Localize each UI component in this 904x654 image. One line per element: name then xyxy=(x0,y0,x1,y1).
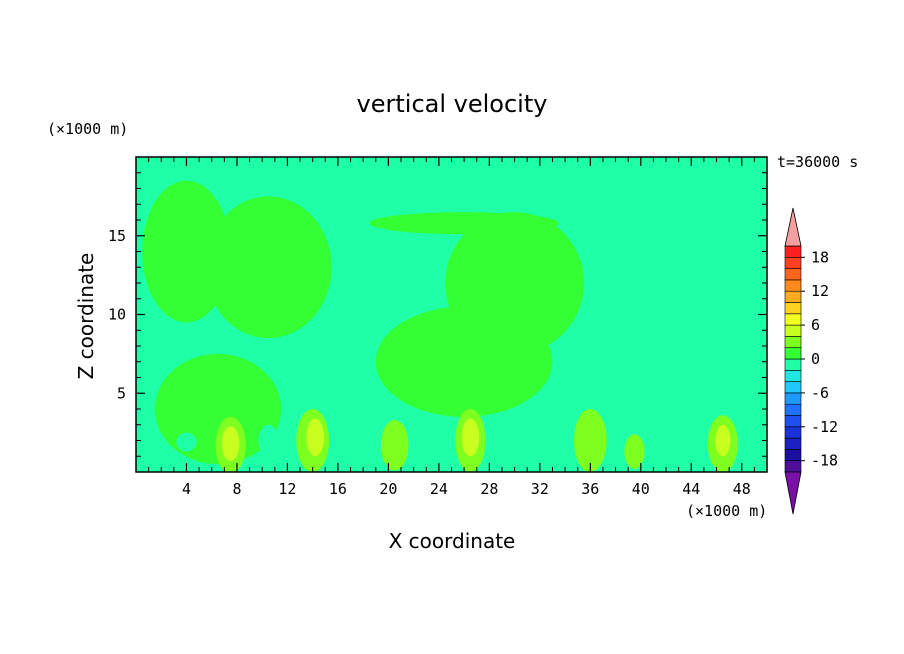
colorbar-swatch xyxy=(784,279,802,292)
x-tick-label: 28 xyxy=(480,480,498,498)
colorbar-over-arrow xyxy=(784,207,802,247)
contour-cell xyxy=(380,420,409,471)
contour-cell xyxy=(306,418,325,457)
colorbar-swatch xyxy=(784,369,802,382)
colorbar-swatch xyxy=(784,403,802,416)
y-tick-label: 5 xyxy=(117,384,126,402)
x-axis-ticks: 4 8 12 16 20 24 28 32 36 40 44 48 xyxy=(148,157,755,498)
colorbar-swatch xyxy=(784,381,802,394)
contour-cell xyxy=(715,424,731,457)
chart-title: vertical velocity xyxy=(357,90,548,118)
colorbar-under-arrow xyxy=(784,471,802,515)
x-tick-label: 36 xyxy=(581,480,599,498)
colorbar-swatch xyxy=(784,302,802,315)
x-tick-label: 48 xyxy=(733,480,751,498)
x-tick-label: 8 xyxy=(232,480,241,498)
x-unit-label: (×1000 m) xyxy=(686,502,767,520)
contour-fills xyxy=(142,180,738,472)
colorbar-swatch xyxy=(784,324,802,337)
y-axis-label: Z coordinate xyxy=(74,253,98,380)
colorbar-swatch xyxy=(784,437,802,450)
colorbar: -18 -12 -6 0 6 12 18 xyxy=(784,207,838,515)
colorbar-swatch xyxy=(784,347,802,360)
y-tick-label: 10 xyxy=(108,306,126,324)
colorbar-tick-label: -18 xyxy=(811,452,838,470)
x-tick-label: 32 xyxy=(531,480,549,498)
contour-cell xyxy=(510,424,532,450)
x-tick-label: 16 xyxy=(329,480,347,498)
contour-cell xyxy=(258,424,279,457)
x-tick-label: 44 xyxy=(682,480,700,498)
colorbar-tick-label: 0 xyxy=(811,350,820,368)
x-tick-label: 40 xyxy=(632,480,650,498)
colorbar-swatch xyxy=(784,268,802,281)
y-unit-label: (×1000 m) xyxy=(47,120,128,138)
y-axis-ticks: 5 10 15 xyxy=(108,172,767,457)
colorbar-swatch xyxy=(784,449,802,461)
colorbar-swatch xyxy=(784,336,802,348)
contour-cell xyxy=(176,432,197,452)
colorbar-tick-label: 18 xyxy=(811,248,829,266)
contour-cell xyxy=(573,409,607,472)
x-tick-label: 24 xyxy=(430,480,448,498)
colorbar-swatch xyxy=(784,392,802,405)
colorbar-swatch xyxy=(784,313,802,326)
contour-cell xyxy=(221,426,240,461)
colorbar-swatch xyxy=(784,290,802,303)
colorbar-swatch xyxy=(784,358,802,371)
colorbar-tick-label: 6 xyxy=(811,316,820,334)
contour-plot-area xyxy=(136,157,767,472)
colorbar-tick-label: 12 xyxy=(811,282,829,300)
contour-cell xyxy=(682,427,701,454)
y-tick-label: 15 xyxy=(108,227,126,245)
colorbar-tick-label: -6 xyxy=(811,384,829,402)
contour-cell xyxy=(375,306,553,417)
x-axis-label: X coordinate xyxy=(389,529,516,553)
x-tick-label: 12 xyxy=(278,480,296,498)
time-label: t=36000 s xyxy=(777,153,858,171)
x-tick-label: 4 xyxy=(182,480,191,498)
colorbar-swatch xyxy=(784,415,802,428)
contour-cell xyxy=(655,435,677,461)
contour-cell xyxy=(624,434,645,469)
contour-cell xyxy=(461,418,480,457)
colorbar-tick-label: -12 xyxy=(811,418,838,436)
colorbar-swatch xyxy=(784,460,802,473)
colorbar-swatch xyxy=(784,245,802,258)
contour-cell xyxy=(205,196,332,339)
contour-cell xyxy=(360,426,379,455)
colorbar-swatch xyxy=(784,426,802,439)
x-tick-label: 20 xyxy=(379,480,397,498)
colorbar-swatch xyxy=(784,256,802,269)
